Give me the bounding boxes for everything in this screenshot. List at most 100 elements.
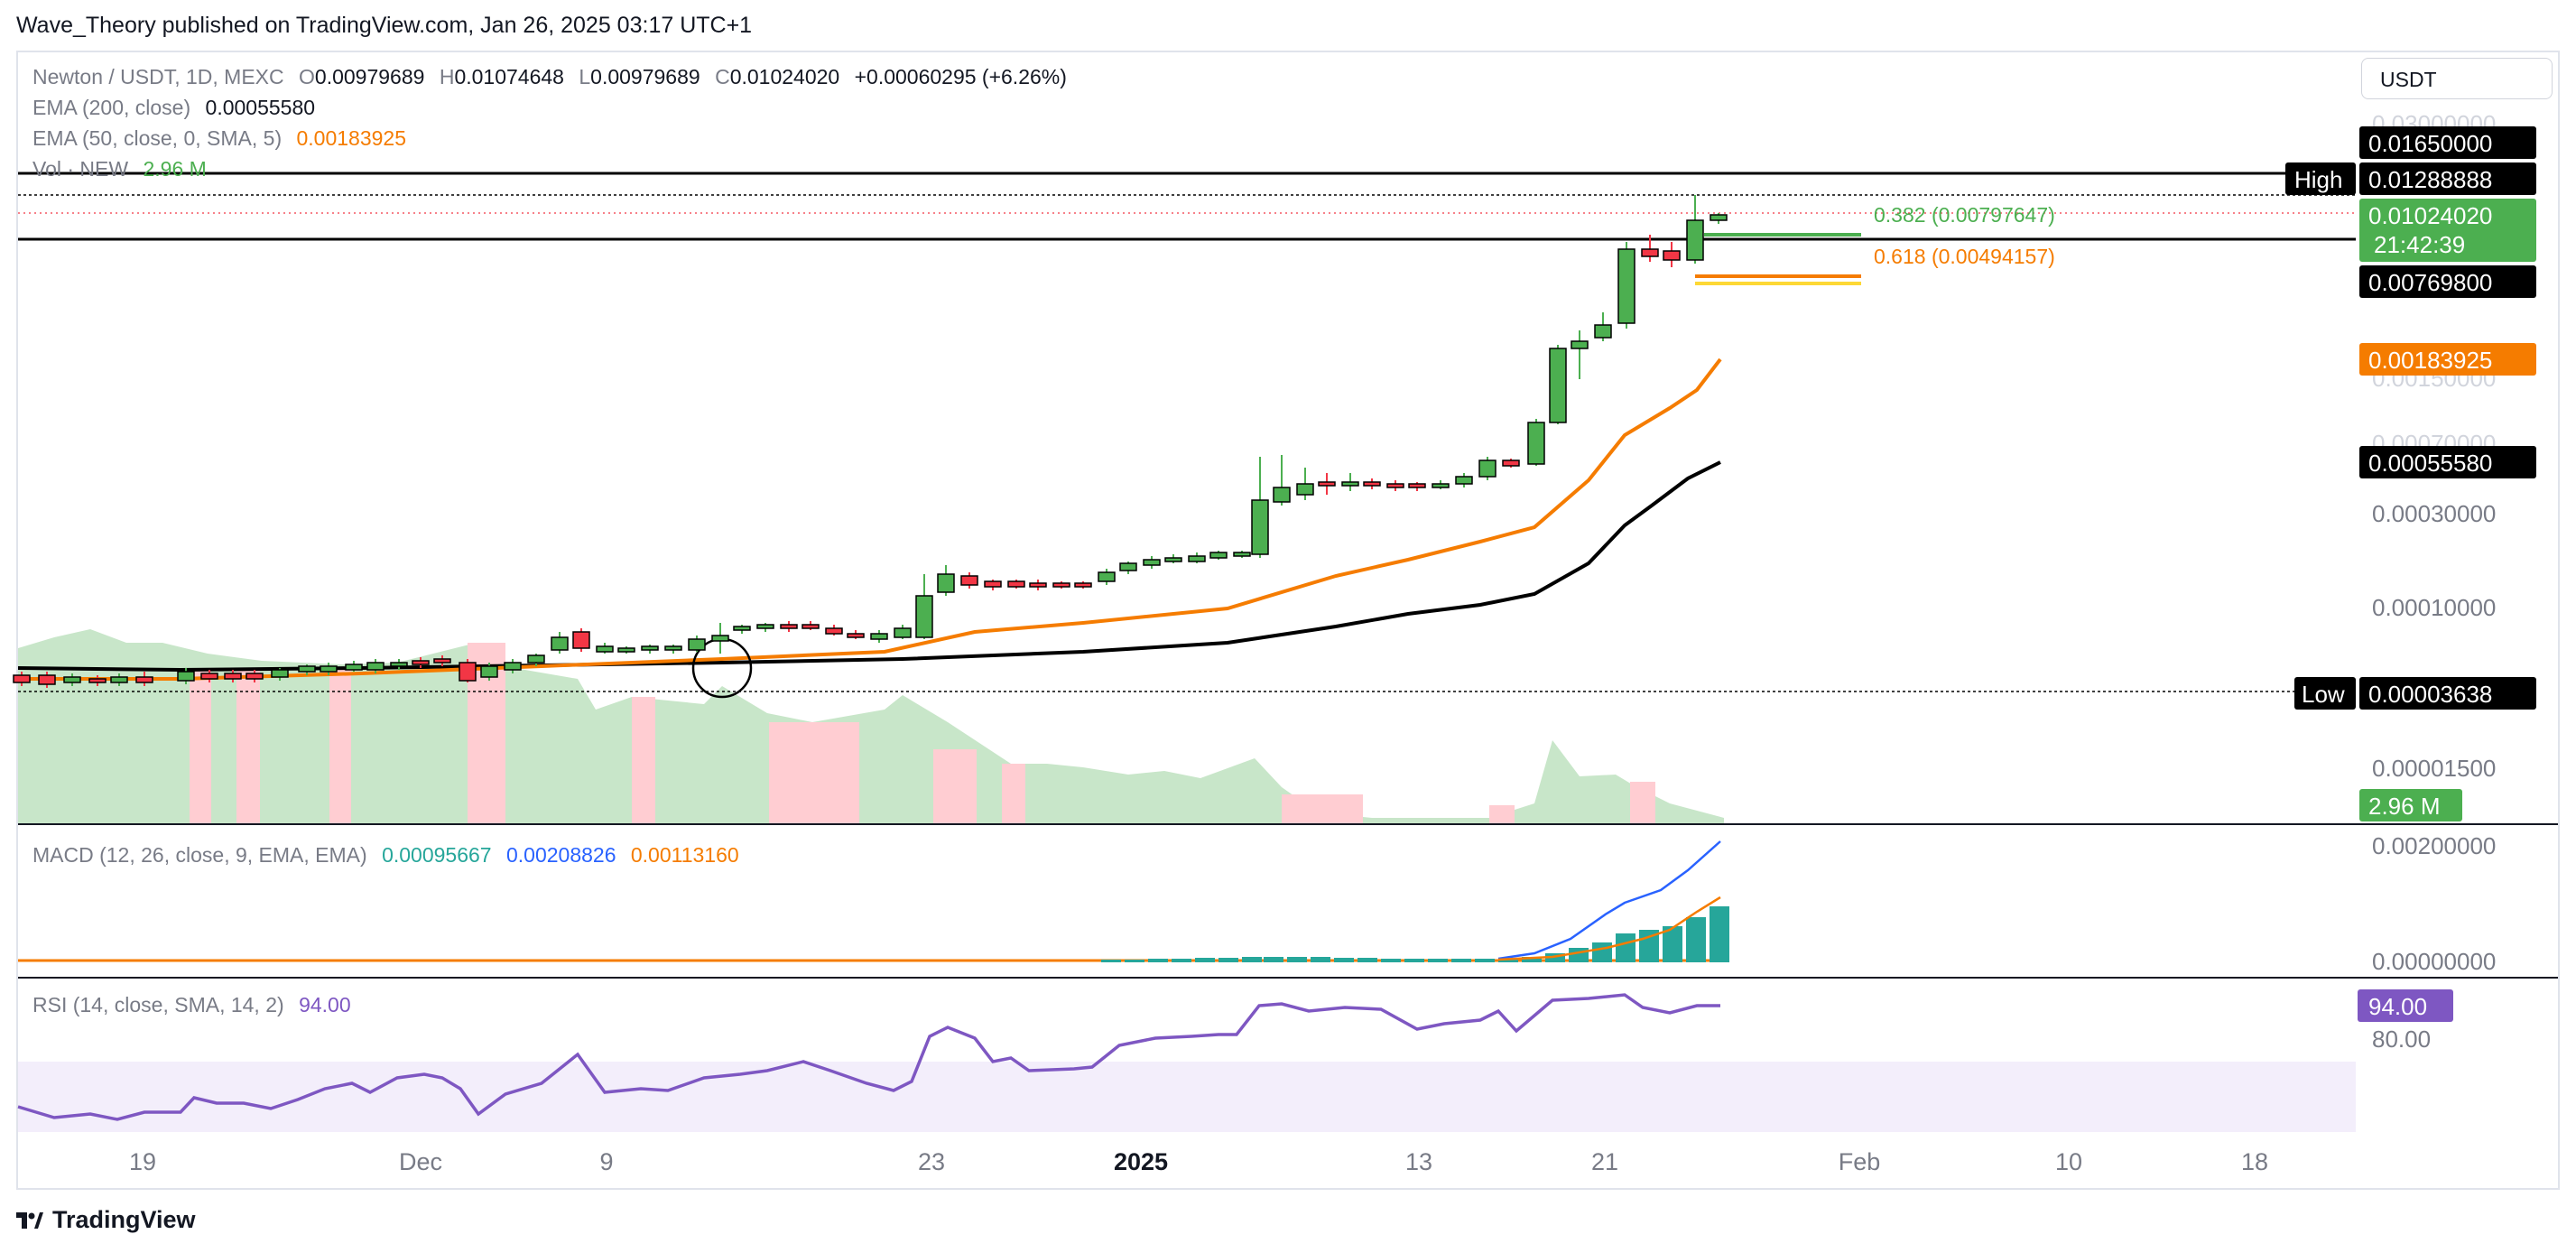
ema50-label[interactable]: EMA (50, close, 0, SMA, 5) (32, 126, 283, 150)
candle-down (1386, 483, 1404, 488)
candle-up (366, 662, 385, 671)
time-tick: 21 (1591, 1148, 1618, 1175)
price-label-bg (2359, 446, 2536, 478)
legend-volume[interactable]: Vol · NEW 2.96 M (32, 157, 207, 181)
macd-hist-bar (1710, 906, 1729, 962)
macd-hist-bar (1428, 959, 1448, 962)
price-axis: 0.03000000 0.00150000 0.00070000 0.00030… (2372, 110, 2496, 782)
candle-down (88, 678, 107, 683)
rsi-label-bg (2358, 989, 2453, 1022)
candle-down (1663, 250, 1681, 261)
time-tick: 10 (2055, 1148, 2082, 1175)
high-tag: High (2294, 166, 2342, 193)
price-label-bg (2359, 677, 2536, 710)
candle-up (298, 665, 316, 673)
candle-up (1549, 348, 1567, 423)
currency-selector[interactable]: USDT (2361, 58, 2553, 99)
legend-rsi[interactable]: RSI (14, close, SMA, 14, 2) 94.00 (32, 993, 351, 1017)
rsi-label[interactable]: RSI (14, close, SMA, 14, 2) (32, 993, 284, 1016)
candle-down (1502, 459, 1520, 467)
macd-hist-bar (1264, 957, 1283, 962)
fib-label-0.618: 0.618 (0.00494157) (1874, 245, 2055, 268)
candle-up (504, 662, 522, 671)
candle-down (780, 624, 798, 629)
price-label-bg (2359, 199, 2536, 262)
time-tick: 2025 (1114, 1148, 1168, 1175)
candle-down (572, 631, 590, 649)
candle-up (1710, 214, 1728, 221)
candle-down (13, 674, 31, 683)
candle-up (345, 664, 363, 671)
high-value: 0.01074648 (454, 65, 564, 88)
candle-down (412, 660, 430, 665)
open-value: 0.00979689 (314, 65, 425, 88)
open-key: O (299, 65, 315, 88)
legend-macd[interactable]: MACD (12, 26, close, 9, EMA, EMA) 0.0009… (32, 843, 739, 868)
high-tag-bg (2285, 162, 2356, 195)
macd-tick: 0.00000000 (2372, 948, 2496, 975)
time-tick: 19 (129, 1148, 156, 1175)
candle-up (1617, 248, 1635, 324)
macd-hist-bar (1498, 959, 1518, 962)
candle-down (38, 674, 56, 685)
macd-signal-value: 0.00113160 (630, 843, 739, 867)
macd-hist-bar (1311, 957, 1330, 962)
macd-signal-line (1497, 896, 1721, 961)
candle-down (224, 673, 242, 680)
candle-up (177, 671, 195, 682)
price-label-ema50: 0.00183925 (2368, 347, 2492, 374)
price-label-0.0165: 0.01650000 (2368, 130, 2492, 157)
rsi-value-label: 94.00 (2368, 993, 2427, 1020)
price-label-low: 0.00003638 (2368, 681, 2492, 708)
candle-up (551, 636, 569, 651)
volume-bar-down (1282, 794, 1363, 823)
chart-frame[interactable] (16, 51, 2560, 1190)
candle-up (1119, 562, 1137, 571)
macd-hist-bar (1357, 958, 1377, 962)
macd-value: 0.00208826 (505, 843, 616, 867)
low-value: 0.00979689 (590, 65, 700, 88)
macd-hist-bar (1404, 959, 1424, 962)
legend-main[interactable]: Newton / USDT, 1D, MEXC O0.00979689 H0.0… (32, 65, 1067, 89)
price-label-last: 0.01024020 (2368, 202, 2492, 229)
symbol-label[interactable]: Newton / USDT, 1D, MEXC (32, 65, 284, 88)
candle-up (1341, 481, 1359, 487)
candle-down (1318, 481, 1336, 487)
tradingview-logo-icon (16, 1211, 43, 1229)
candle-up (1686, 219, 1704, 261)
volume-bar-down (236, 668, 260, 823)
candle-up (1296, 483, 1314, 496)
candle-up (894, 627, 912, 638)
macd-hist-bar (1287, 957, 1307, 962)
candle-up (390, 662, 408, 667)
price-label-high: 0.01288888 (2368, 166, 2492, 193)
footer-brand: TradingView (52, 1206, 196, 1233)
candle-up (1594, 324, 1612, 339)
macd-hist-bar (1545, 953, 1565, 962)
candle-down (200, 673, 218, 680)
candle-down (960, 575, 978, 586)
legend-ema200[interactable]: EMA (200, close) 0.00055580 (32, 96, 315, 120)
candle-down (1363, 481, 1381, 487)
candle-up (870, 633, 888, 640)
candle-up (688, 638, 706, 651)
close-key: C (715, 65, 730, 88)
candle-up (664, 645, 682, 651)
tradingview-logo[interactable]: TradingView (16, 1206, 196, 1234)
candle-up (1478, 459, 1496, 478)
legend-ema50[interactable]: EMA (50, close, 0, SMA, 5) 0.00183925 (32, 126, 406, 151)
macd-hist-bar (1219, 958, 1238, 962)
volume-bar-down (933, 749, 977, 823)
macd-label[interactable]: MACD (12, 26, close, 9, EMA, EMA) (32, 843, 367, 867)
volume-bar-down (329, 668, 351, 823)
ema200-label[interactable]: EMA (200, close) (32, 96, 191, 119)
candle-up (1432, 483, 1450, 488)
candle-up (915, 595, 933, 638)
close-value: 0.01024020 (729, 65, 840, 88)
price-labels: 0.01650000 0.01288888 0.01024020 21:42:3… (2285, 126, 2536, 821)
ema200-value: 0.00055580 (205, 96, 316, 119)
macd-hist-bar (1686, 917, 1706, 962)
volume-label-text[interactable]: Vol · NEW (32, 157, 129, 181)
candle-up (641, 645, 659, 651)
